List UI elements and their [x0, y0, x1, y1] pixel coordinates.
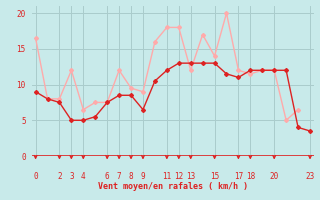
X-axis label: Vent moyen/en rafales ( km/h ): Vent moyen/en rafales ( km/h ) — [98, 182, 248, 191]
